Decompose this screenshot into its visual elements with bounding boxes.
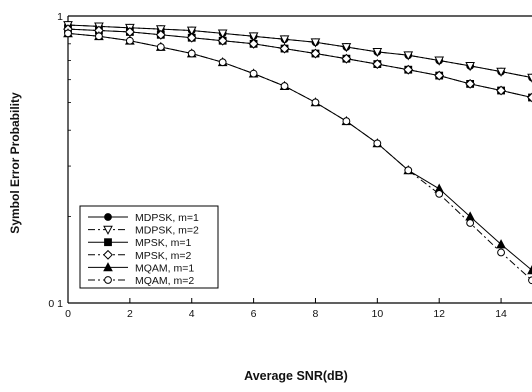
legend-marker-mdpsk-m-1 <box>104 213 112 221</box>
data-point-mdpsk-m-2 <box>155 25 166 35</box>
data-point-mdpsk-m-2 <box>434 56 445 66</box>
x-tick-label: 10 <box>371 308 383 320</box>
x-tick-label: 4 <box>189 308 195 320</box>
data-point-mpsk-m-2 <box>527 92 532 103</box>
data-point-mqam-m-1 <box>527 265 532 275</box>
data-point-mpsk-m-2 <box>186 32 197 43</box>
legend-marker-mdpsk-m-2 <box>103 225 113 235</box>
legend-marker-mpsk-m-2 <box>103 249 113 260</box>
series-line-mqam-m-2 <box>67 32 532 281</box>
data-point-mpsk-m-2 <box>403 64 414 75</box>
data-point-mdpsk-m-2 <box>217 29 228 39</box>
data-point-mqam-m-1 <box>496 239 506 249</box>
data-point-mpsk-m-2 <box>341 53 352 64</box>
data-point-mdpsk-m-2 <box>527 73 532 83</box>
legend-box <box>79 205 219 289</box>
series-line-mpsk-m-1 <box>67 28 532 98</box>
data-point-mqam-m-2 <box>435 189 444 198</box>
data-point-mpsk-m-2 <box>434 70 445 81</box>
x-tick-label: 8 <box>313 308 319 320</box>
legend-label-mdpsk-m-1: MDPSK, m=1 <box>135 212 199 224</box>
data-point-mqam-m-2 <box>249 69 258 78</box>
data-point-mqam-m-2 <box>404 166 413 175</box>
data-point-mdpsk-m-2 <box>465 62 475 72</box>
data-point-mdpsk-m-2 <box>341 43 352 53</box>
legend-label-mqam-m-1: MQAM, m=1 <box>135 262 194 274</box>
y-tick-label: 1 <box>57 11 63 23</box>
data-point-mdpsk-m-2 <box>248 32 259 42</box>
series-line-mdpsk-m-2 <box>67 24 532 79</box>
data-point-mqam-m-2 <box>95 32 103 41</box>
x-tick-label: 0 <box>65 308 71 320</box>
data-point-mqam-m-2 <box>156 43 165 51</box>
data-point-mdpsk-m-2 <box>279 35 290 45</box>
data-point-mqam-m-2 <box>528 276 532 285</box>
data-point-mpsk-m-2 <box>279 43 290 54</box>
y-axis-label: Symbol Error Probability <box>8 92 22 234</box>
x-tick-label: 6 <box>251 308 257 320</box>
data-point-mqam-m-2 <box>311 98 320 107</box>
data-point-mqam-m-2 <box>280 82 289 90</box>
x-tick-label: 2 <box>127 308 133 320</box>
legend-label-mpsk-m-1: MPSK, m=1 <box>135 237 191 249</box>
legend-marker-mpsk-m-1 <box>104 238 112 247</box>
x-tick-label: 12 <box>433 308 445 320</box>
data-point-mdpsk-m-2 <box>403 51 414 61</box>
data-point-mdpsk-m-2 <box>186 26 197 36</box>
data-point-mpsk-m-2 <box>465 78 476 89</box>
data-point-mdpsk-m-2 <box>496 67 506 77</box>
series-group <box>63 21 532 285</box>
data-point-mpsk-m-2 <box>496 85 506 96</box>
data-point-mpsk-m-2 <box>372 59 383 69</box>
x-axis-label: Average SNR(dB) <box>244 369 348 383</box>
data-point-mqam-m-2 <box>466 219 475 227</box>
data-point-mqam-m-2 <box>187 49 196 58</box>
data-point-mqam-m-2 <box>373 139 382 148</box>
data-point-mdpsk-m-2 <box>310 38 321 48</box>
legend-label-mqam-m-2: MQAM, m=2 <box>135 275 194 287</box>
data-point-mpsk-m-2 <box>217 35 228 46</box>
legend-marker-mqam-m-1 <box>103 262 113 272</box>
data-point-mpsk-m-2 <box>310 48 321 59</box>
data-point-mpsk-m-2 <box>248 38 259 49</box>
legend-marker-mqam-m-2 <box>104 276 112 284</box>
data-point-mqam-m-2 <box>342 117 351 126</box>
data-point-mdpsk-m-2 <box>372 47 383 58</box>
x-tick-label: 14 <box>495 308 507 320</box>
legend-label-mdpsk-m-2: MDPSK, m=2 <box>135 225 199 237</box>
data-point-mqam-m-2 <box>218 58 227 67</box>
legend-label-mpsk-m-2: MPSK, m=2 <box>135 250 191 262</box>
series-line-mpsk-m-2 <box>67 28 532 98</box>
data-point-mqam-m-2 <box>497 248 505 257</box>
y-tick-label: 0 1 <box>48 298 63 310</box>
data-point-mpsk-m-2 <box>155 29 166 40</box>
data-point-mqam-m-2 <box>64 29 72 38</box>
data-point-mqam-m-2 <box>125 36 134 45</box>
